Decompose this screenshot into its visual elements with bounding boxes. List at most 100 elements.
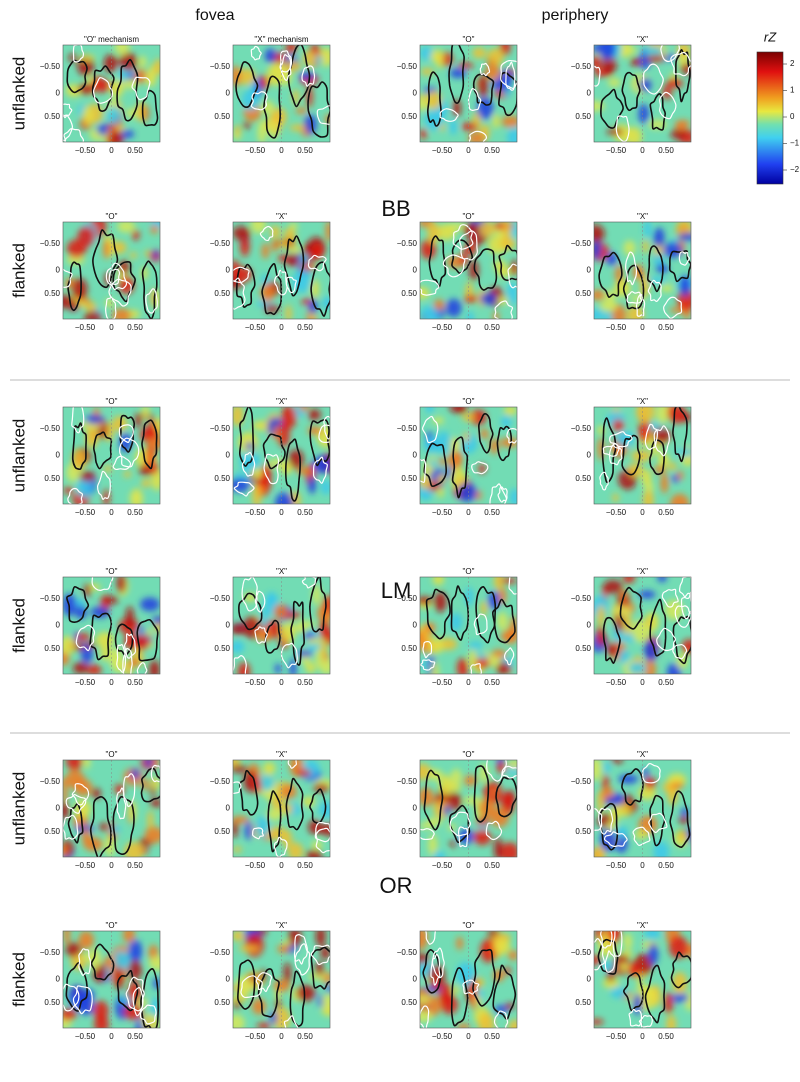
heatmap-blob — [493, 969, 505, 982]
y-tick-label: 0.50 — [575, 112, 591, 121]
x-tick-label: −0.50 — [245, 1032, 266, 1041]
heatmap-blob — [83, 760, 91, 770]
contour-white — [608, 443, 623, 466]
heatmap — [594, 931, 691, 1028]
heatmap-blob — [105, 299, 114, 308]
heatmap-blob — [244, 821, 253, 841]
contour-white — [132, 986, 144, 1017]
contour-black — [257, 968, 280, 1018]
contour-white — [653, 425, 670, 457]
contour-white — [670, 51, 691, 77]
heatmap-blob — [103, 465, 113, 473]
y-tick-label: 0.50 — [575, 289, 591, 298]
contour-black — [239, 769, 259, 816]
heatmap-blob — [104, 595, 119, 604]
contour-white — [318, 424, 330, 444]
heatmap-blob — [65, 942, 81, 958]
y-tick-label: 0.50 — [214, 644, 230, 653]
panel-frame — [62, 576, 161, 675]
heatmap-blob — [493, 837, 503, 857]
heatmap-blob — [63, 931, 71, 945]
heatmap-blob — [594, 1018, 604, 1025]
heatmap-blob — [317, 994, 324, 1008]
heatmap-blob — [500, 577, 517, 584]
y-tick-label: 0.50 — [44, 474, 60, 483]
panel-title: "O" — [106, 750, 118, 759]
contour-white — [316, 105, 330, 125]
contour-white — [594, 938, 605, 971]
heatmap-blob — [461, 413, 476, 422]
heatmap-blob — [420, 475, 432, 490]
column-header: fovea — [195, 7, 234, 24]
contour-white — [307, 254, 327, 272]
contour-black — [423, 769, 444, 831]
contour-white — [63, 268, 73, 288]
heatmap — [420, 407, 517, 504]
heatmap-blob — [63, 1008, 77, 1021]
heatmap-blob — [283, 962, 291, 985]
y-tick-label: 0 — [226, 975, 231, 984]
heatmap-blob — [94, 1015, 109, 1028]
contour-white — [63, 103, 73, 119]
contour-black — [450, 967, 469, 1027]
heatmap-blob — [318, 801, 330, 819]
heatmap — [233, 760, 330, 857]
x-tick-label: 0 — [640, 861, 645, 870]
contour-white — [421, 415, 439, 444]
x-tick-label: 0.50 — [297, 323, 313, 332]
x-tick-label: 0 — [279, 323, 284, 332]
x-tick-label: 0 — [279, 861, 284, 870]
heatmap-blob — [656, 407, 669, 424]
heatmap-blob — [664, 991, 674, 1014]
heatmap-blob — [319, 47, 330, 67]
heatmap-blob — [436, 473, 446, 484]
heatmap-panel — [419, 406, 518, 505]
contour-black — [237, 959, 256, 1010]
y-tick-label: 0.50 — [401, 644, 417, 653]
heatmap-blob — [428, 460, 438, 468]
x-tick-label: −0.50 — [432, 861, 453, 870]
x-tick-label: 0.50 — [297, 146, 313, 155]
heatmap-blob — [639, 78, 652, 92]
heatmap-blob — [79, 471, 96, 482]
heatmap-blob — [298, 71, 316, 80]
x-tick-label: 0 — [466, 678, 471, 687]
x-tick-label: 0.50 — [127, 678, 143, 687]
heatmap-blob — [618, 649, 630, 664]
heatmap-blob — [302, 796, 315, 807]
y-tick-label: 0.50 — [401, 998, 417, 1007]
heatmap-blob — [307, 409, 321, 421]
heatmap-blob — [612, 419, 624, 432]
x-tick-label: −0.50 — [245, 508, 266, 517]
x-tick-label: −0.50 — [245, 678, 266, 687]
panel-title: "X" mechanism — [254, 35, 308, 44]
heatmap-blob — [84, 583, 91, 598]
heatmap-blob — [432, 577, 445, 586]
heatmap-panel — [593, 930, 692, 1029]
heatmap-blob — [294, 622, 307, 633]
contour-white — [661, 588, 679, 608]
panel-title: "X" — [637, 35, 648, 44]
heatmap-blob — [461, 122, 478, 131]
x-tick-label: 0.50 — [484, 678, 500, 687]
heatmap-panel — [593, 221, 692, 320]
contour-white — [75, 624, 96, 652]
heatmap-blob — [74, 778, 93, 797]
contour-white — [598, 807, 614, 835]
heatmap-blob — [103, 239, 110, 260]
panel-frame — [593, 759, 692, 858]
heatmap-blobs — [63, 577, 160, 674]
x-tick-label: 0.50 — [658, 1032, 674, 1041]
heatmap-blob — [257, 120, 267, 142]
heatmap-blob — [289, 222, 298, 230]
colorbar-tick-label: 0 — [790, 112, 795, 121]
y-tick-label: 0 — [413, 621, 418, 630]
heatmap-blob — [638, 419, 651, 443]
y-tick-label: 0.50 — [214, 112, 230, 121]
y-tick-label: −0.50 — [571, 948, 592, 957]
heatmap-blob — [251, 467, 263, 479]
panel-title: "X" — [637, 750, 648, 759]
contour-white — [678, 251, 690, 266]
contour-white — [420, 279, 440, 296]
row-label: unflanked — [9, 57, 28, 131]
